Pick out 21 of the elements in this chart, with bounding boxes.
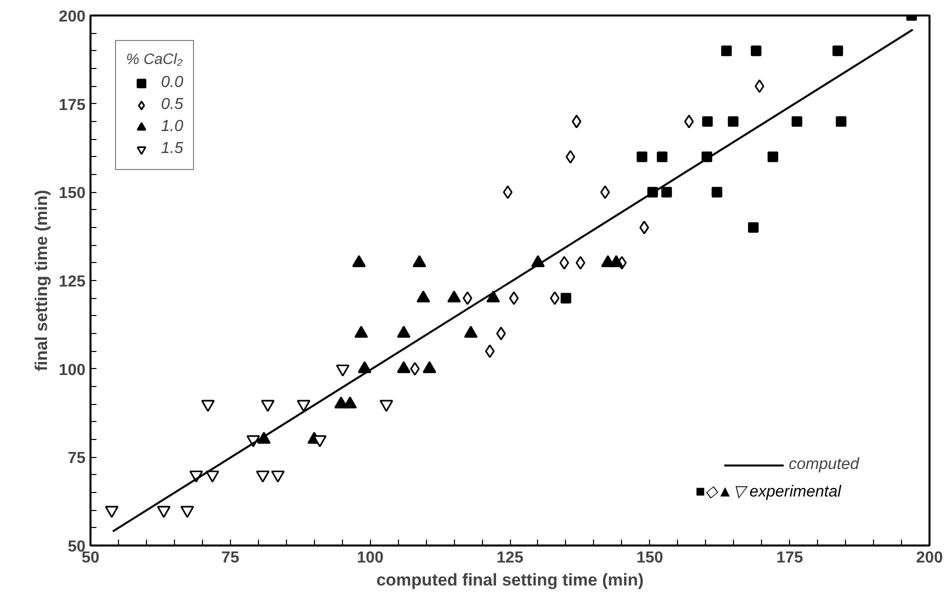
- x-tick-label: 75: [221, 550, 240, 566]
- y-tick-label: 200: [58, 8, 86, 26]
- x-tick-label: 150: [636, 550, 664, 566]
- legend-label: 1.5: [161, 140, 184, 158]
- legend-title: % CaCl₂: [126, 51, 184, 68]
- y-axis-title: final setting time (min): [32, 190, 51, 372]
- legend-label: 1.0: [161, 118, 184, 136]
- x-tick-label: 100: [356, 550, 384, 566]
- x-tick-label: 125: [496, 550, 524, 566]
- y-tick-label: 75: [68, 450, 86, 468]
- annotation: ■◇▲▽ experimental: [696, 484, 842, 500]
- y-tick-label: 175: [58, 96, 86, 114]
- y-tick-label: 125: [58, 274, 86, 290]
- y-tick-label: 100: [58, 362, 86, 379]
- legend-label: 0.0: [161, 74, 184, 92]
- y-tick-label: 150: [58, 185, 86, 202]
- legend-label: computed: [788, 456, 859, 474]
- x-axis-title: computed final setting time (min): [376, 570, 644, 590]
- x-tick-label: 200: [916, 550, 943, 566]
- x-tick-label: 175: [776, 550, 804, 566]
- legend-label: 0.5: [161, 96, 184, 114]
